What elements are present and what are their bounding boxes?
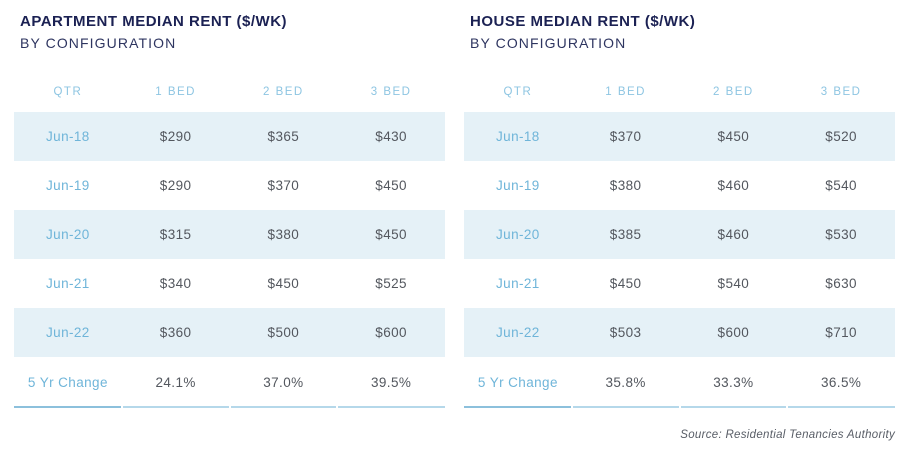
apartment-header-row: QTR 1 BED 2 BED 3 BED	[14, 72, 445, 112]
apartment-table-title: APARTMENT MEDIAN RENT ($/WK)	[20, 13, 288, 30]
row-label: Jun-18	[46, 129, 90, 144]
column-header-2bed: 2 BED	[713, 86, 754, 98]
cell-value: $540	[717, 276, 750, 291]
table-row: Jun-22 $503 $600 $710	[464, 308, 895, 357]
cell-value: $385	[609, 227, 642, 242]
tables-container: APARTMENT MEDIAN RENT ($/WK) BY CONFIGUR…	[14, 0, 895, 408]
change-row-label: 5 Yr Change	[464, 357, 572, 408]
row-label: Jun-18	[496, 129, 540, 144]
cell-value: $500	[267, 325, 300, 340]
cell-value: $360	[159, 325, 192, 340]
row-label: Jun-22	[46, 325, 90, 340]
cell-value: $450	[375, 227, 407, 242]
cell-value: $450	[717, 129, 750, 144]
cell-value: $370	[609, 129, 642, 144]
cell-value: $600	[717, 325, 750, 340]
change-row: 5 Yr Change 24.1% 37.0% 39.5%	[14, 357, 445, 408]
row-label: Jun-21	[496, 276, 540, 291]
column-header-1bed: 1 BED	[155, 86, 196, 98]
change-cell-value: 33.3%	[680, 357, 788, 408]
cell-value: $525	[375, 276, 407, 291]
cell-value: $450	[375, 178, 407, 193]
row-label: Jun-22	[496, 325, 540, 340]
column-header-2bed: 2 BED	[263, 86, 304, 98]
table-row: Jun-20 $385 $460 $530	[464, 210, 895, 259]
column-header-qtr: QTR	[503, 86, 533, 98]
cell-value: $380	[609, 178, 642, 193]
house-table-subtitle: BY CONFIGURATION	[470, 35, 627, 51]
cell-value: $503	[609, 325, 642, 340]
cell-value: $290	[159, 129, 192, 144]
source-note: Source: Residential Tenancies Authority	[680, 429, 895, 441]
change-cell-value: 24.1%	[122, 357, 230, 408]
cell-value: $315	[159, 227, 192, 242]
cell-value: $600	[375, 325, 407, 340]
change-cell-value: 37.0%	[230, 357, 338, 408]
table-row: Jun-21 $450 $540 $630	[464, 259, 895, 308]
change-cell-value: 39.5%	[337, 357, 445, 408]
cell-value: $430	[375, 129, 407, 144]
column-header-3bed: 3 BED	[370, 86, 412, 98]
cell-value: $520	[825, 129, 857, 144]
table-row: Jun-21 $340 $450 $525	[14, 259, 445, 308]
house-rent-table: HOUSE MEDIAN RENT ($/WK) BY CONFIGURATIO…	[464, 0, 895, 408]
cell-value: $630	[825, 276, 857, 291]
cell-value: $530	[825, 227, 857, 242]
house-header-row: QTR 1 BED 2 BED 3 BED	[464, 72, 895, 112]
cell-value: $340	[159, 276, 192, 291]
table-row: Jun-18 $290 $365 $430	[14, 112, 445, 161]
row-label: Jun-20	[496, 227, 540, 242]
change-cell-value: 36.5%	[787, 357, 895, 408]
cell-value: $450	[609, 276, 642, 291]
change-row: 5 Yr Change 35.8% 33.3% 36.5%	[464, 357, 895, 408]
row-label: Jun-21	[46, 276, 90, 291]
house-table-title: HOUSE MEDIAN RENT ($/WK)	[470, 13, 696, 30]
apartment-table-subtitle: BY CONFIGURATION	[20, 35, 177, 51]
cell-value: $460	[717, 178, 750, 193]
column-header-1bed: 1 BED	[605, 86, 646, 98]
table-row: Jun-22 $360 $500 $600	[14, 308, 445, 357]
column-header-3bed: 3 BED	[820, 86, 862, 98]
apartment-rent-table: APARTMENT MEDIAN RENT ($/WK) BY CONFIGUR…	[14, 0, 445, 408]
cell-value: $540	[825, 178, 857, 193]
cell-value: $450	[267, 276, 300, 291]
row-label: Jun-19	[46, 178, 90, 193]
table-row: Jun-20 $315 $380 $450	[14, 210, 445, 259]
change-cell-value: 35.8%	[572, 357, 680, 408]
cell-value: $460	[717, 227, 750, 242]
cell-value: $365	[267, 129, 300, 144]
change-row-label: 5 Yr Change	[14, 357, 122, 408]
row-label: Jun-19	[496, 178, 540, 193]
table-row: Jun-19 $380 $460 $540	[464, 161, 895, 210]
table-row: Jun-18 $370 $450 $520	[464, 112, 895, 161]
cell-value: $290	[159, 178, 192, 193]
column-header-qtr: QTR	[53, 86, 83, 98]
cell-value: $370	[267, 178, 300, 193]
cell-value: $380	[267, 227, 300, 242]
row-label: Jun-20	[46, 227, 90, 242]
cell-value: $710	[825, 325, 857, 340]
table-row: Jun-19 $290 $370 $450	[14, 161, 445, 210]
